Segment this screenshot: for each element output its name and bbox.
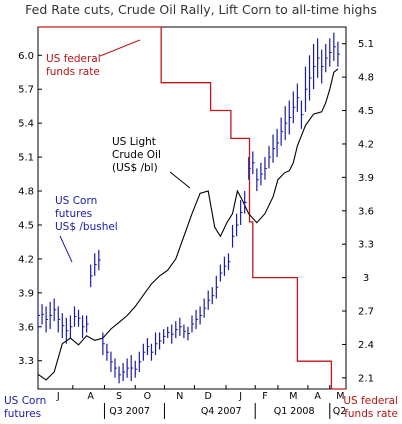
crude-annotation: US Light Crude Oil (US$ /bl) [112,136,191,189]
corn-annotation-line-3: US$ /bushel [55,221,118,233]
right-tick-label: 2.4 [358,340,374,351]
left-tick-label: 4.5 [18,220,34,231]
corn-annotation: US Corn futures US$ /bushel [55,195,118,263]
fed-annotation-line-2: funds rate [46,66,100,78]
month-label: A [314,391,321,402]
crude-annotation-pointer [169,171,191,189]
plot-area [37,26,347,390]
plot-frame [37,26,347,390]
left-axis-label-line-2: futures [4,408,41,420]
chart-title: Fed Rate cuts, Crude Oil Rally, Lift Cor… [25,2,377,17]
quarter-label: Q3 2007 [109,406,150,417]
month-label: D [205,391,212,402]
left-tick-label: 5.1 [18,153,34,164]
fed-funds-series [38,26,346,390]
month-label: A [87,391,94,402]
right-tick-label: 2.1 [358,373,374,384]
fed-annotation: US federal funds rate [46,39,141,78]
right-axis-label-line-2: funds rate [344,408,398,420]
fed-annotation-line-1: US federal [46,53,101,65]
month-label: M [336,391,344,402]
crude-oil-line [37,68,339,381]
crude-annotation-line-2: Crude Oil [112,149,161,161]
left-axis-label-line-1: US Corn [4,395,46,407]
left-tick-label: 4.2 [18,254,34,265]
right-axis-label-line-1: US federal [343,395,398,407]
right-tick-label: 3.3 [358,240,374,251]
corn-annotation-pointer [59,235,73,263]
left-tick-label: 5.7 [18,85,34,96]
right-tick-label: 5.1 [358,39,374,50]
month-label: M [289,391,297,402]
left-tick-label: 6.0 [18,51,34,62]
corn-series [37,32,340,384]
right-tick-label: 3 [363,273,369,284]
x-ticks [72,385,331,389]
crude-annotation-line-1: US Light [112,136,156,148]
corn-annotation-line-2: futures [55,208,92,220]
crude-oil-series [37,68,339,381]
month-label: N [176,391,183,402]
fed-funds-line [38,26,346,390]
right-tick-label: 4.8 [358,73,374,84]
right-tick-label: 4.2 [358,139,374,150]
crude-annotation-line-3: (US$ /bl) [112,162,158,174]
month-label: S [116,391,122,402]
corn-annotation-line-1: US Corn [55,195,97,207]
left-tick-label: 3.6 [18,322,34,333]
month-label: J [238,391,242,402]
left-tick-label: 4.8 [18,187,34,198]
left-tick-label: 3.9 [18,288,34,299]
quarter-label: Q1 2008 [274,406,315,417]
right-tick-label: 2.7 [358,307,374,318]
quarter-label: Q2 [333,406,347,417]
month-label: F [262,391,267,402]
right-tick-label: 4.5 [358,106,374,117]
right-tick-label: 3.9 [358,173,374,184]
quarter-label: Q4 2007 [201,406,242,417]
right-tick-label: 3.6 [358,206,374,217]
right-axis-ticks: 5.1 4.8 4.5 4.2 3.9 3.6 3.3 3 2.7 2.4 2.1 [342,39,374,384]
left-tick-label: 3.3 [18,356,34,367]
quarter-labels: Q3 2007 Q4 2007 Q1 2008 Q2 [103,403,347,419]
month-label: J [56,391,60,402]
left-tick-label: 5.4 [18,119,34,130]
left-axis-ticks: 6.0 5.7 5.4 5.1 4.8 4.5 4.2 3.9 3.6 3.3 [18,51,42,367]
month-label: O [144,391,151,402]
fed-annotation-pointer [99,39,141,57]
